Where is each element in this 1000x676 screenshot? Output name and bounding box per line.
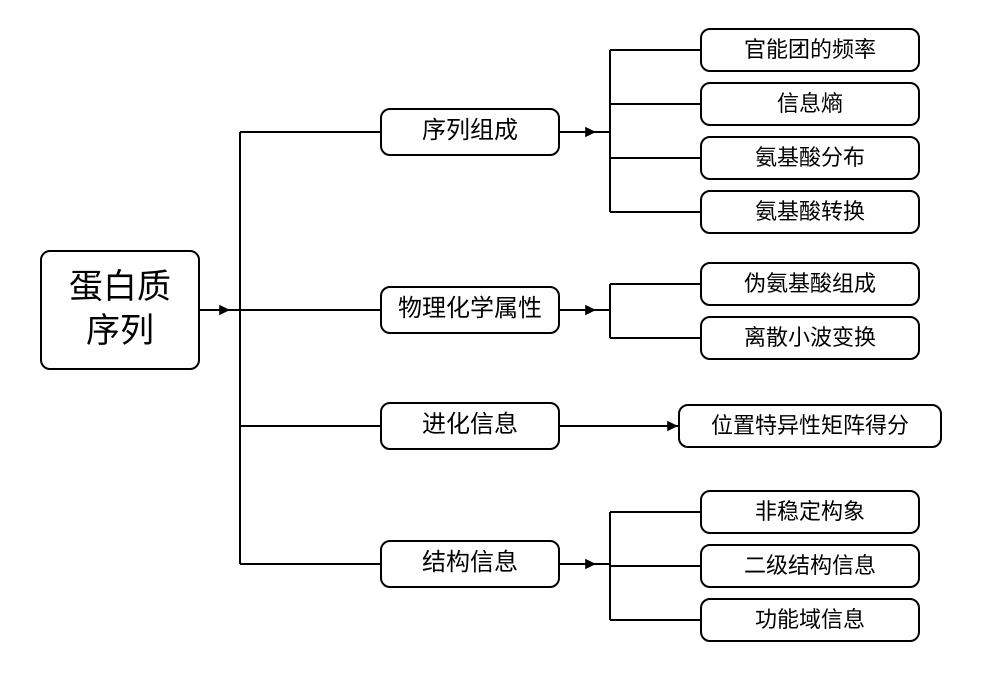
leaf-node-5: 离散小波变换 xyxy=(700,316,920,360)
leaf-node-6: 位置特异性矩阵得分 xyxy=(678,404,942,448)
diagram-canvas: 蛋白质 序列 序列组成物理化学属性进化信息结构信息 官能团的频率信息熵氨基酸分布氨基… xyxy=(0,0,1000,676)
leaf-node-7: 非稳定构象 xyxy=(700,490,920,534)
mid-node-2: 进化信息 xyxy=(380,402,560,450)
leaf-node-9: 功能域信息 xyxy=(700,598,920,642)
mid-node-1: 物理化学属性 xyxy=(380,286,560,334)
leaf-node-8: 二级结构信息 xyxy=(700,544,920,588)
leaf-node-0: 官能团的频率 xyxy=(700,28,920,72)
root-node: 蛋白质 序列 xyxy=(40,250,200,370)
mid-node-0: 序列组成 xyxy=(380,108,560,156)
leaf-node-2: 氨基酸分布 xyxy=(700,136,920,180)
leaf-node-3: 氨基酸转换 xyxy=(700,190,920,234)
leaf-node-1: 信息熵 xyxy=(700,82,920,126)
mid-node-3: 结构信息 xyxy=(380,540,560,588)
leaf-node-4: 伪氨基酸组成 xyxy=(700,262,920,306)
